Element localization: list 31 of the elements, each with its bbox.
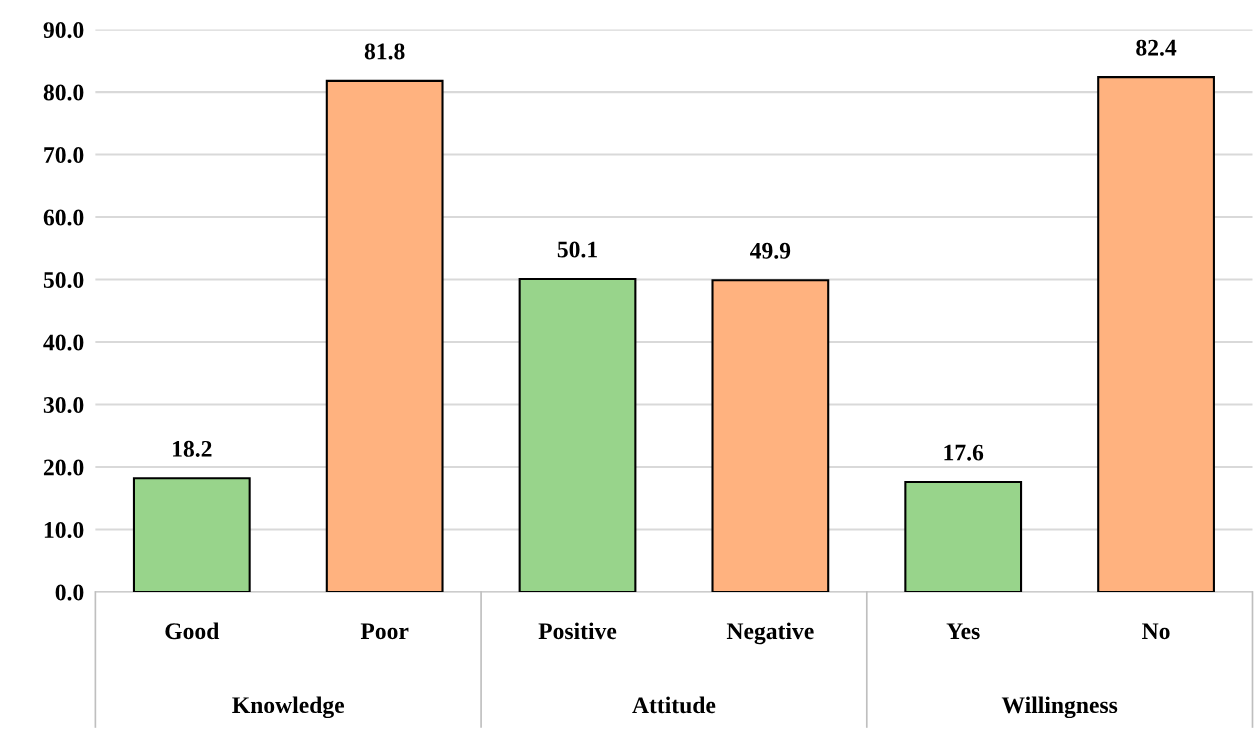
data-label: 49.9: [750, 242, 791, 259]
y-tick-label: 80.0: [43, 84, 84, 101]
x-tick-label: Positive: [538, 622, 617, 640]
y-tick-label: 50.0: [43, 272, 84, 289]
bar: [518, 277, 637, 592]
bar: [325, 79, 444, 592]
text: Willingness: [1001, 696, 1118, 719]
y-tick-label: 10.0: [44, 522, 84, 539]
y-tick-label: 40.0: [43, 334, 84, 351]
bar: [711, 279, 830, 592]
bar: [1097, 76, 1215, 592]
bar: [132, 477, 251, 592]
y-tick-label: 0.0: [55, 584, 84, 601]
y-tick-label: 20.0: [43, 459, 84, 476]
bar: [904, 480, 1023, 592]
text: Attitude: [632, 696, 716, 714]
x-tick-label: Yes: [946, 623, 980, 640]
data-label: 82.4: [1136, 39, 1177, 56]
data-label: 81.8: [364, 43, 405, 60]
x-tick-label: Good: [165, 622, 220, 640]
y-tick-label: 30.0: [43, 397, 84, 414]
data-label: 18.2: [173, 440, 212, 457]
y-tick-label: 70.0: [44, 147, 84, 164]
y-tick-label: 60.0: [43, 209, 84, 226]
x-tick-label: Negative: [726, 622, 814, 645]
data-label: 17.6: [944, 444, 984, 461]
text: Knowledge: [232, 696, 345, 719]
x-tick-label: No: [1142, 623, 1170, 640]
y-tick-label: 90.0: [43, 22, 84, 39]
x-tick-label: Poor: [360, 623, 409, 640]
data-label: 50.1: [557, 241, 597, 258]
